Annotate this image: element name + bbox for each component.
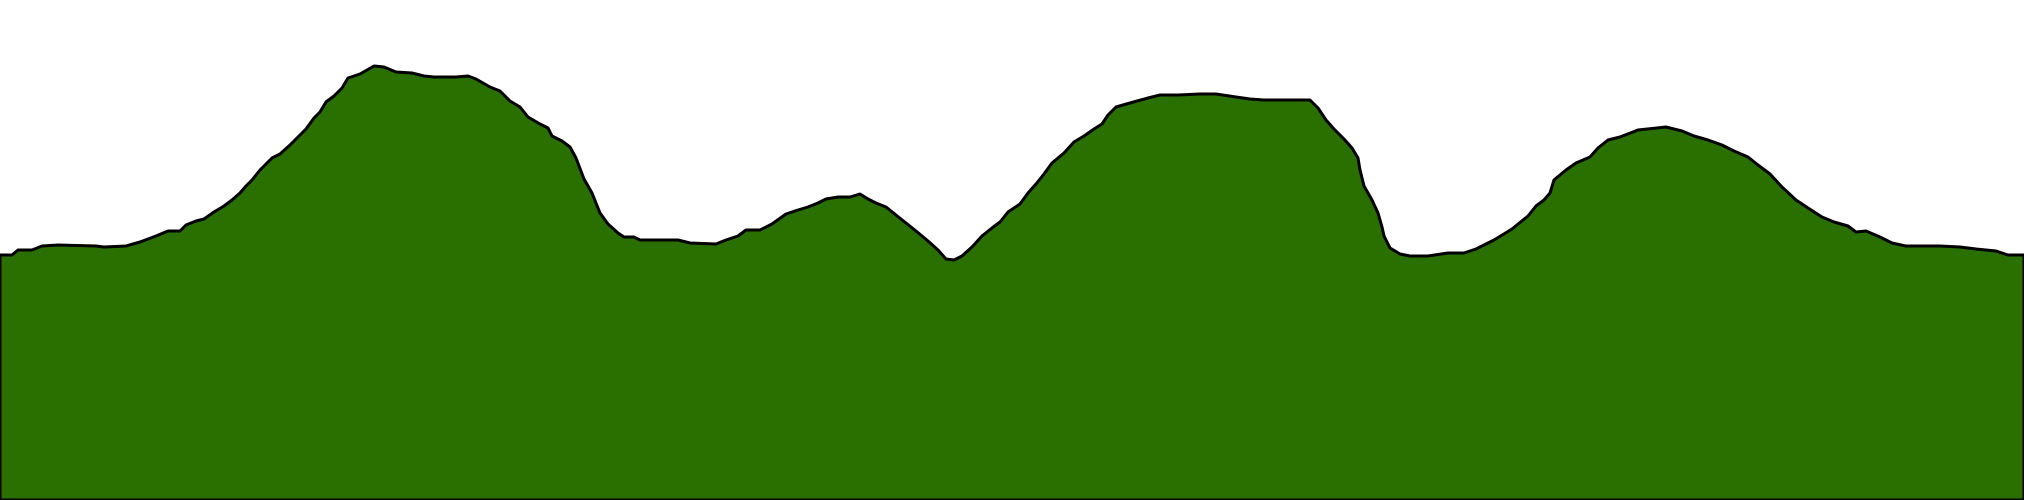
terrain-hills [0,64,2024,500]
